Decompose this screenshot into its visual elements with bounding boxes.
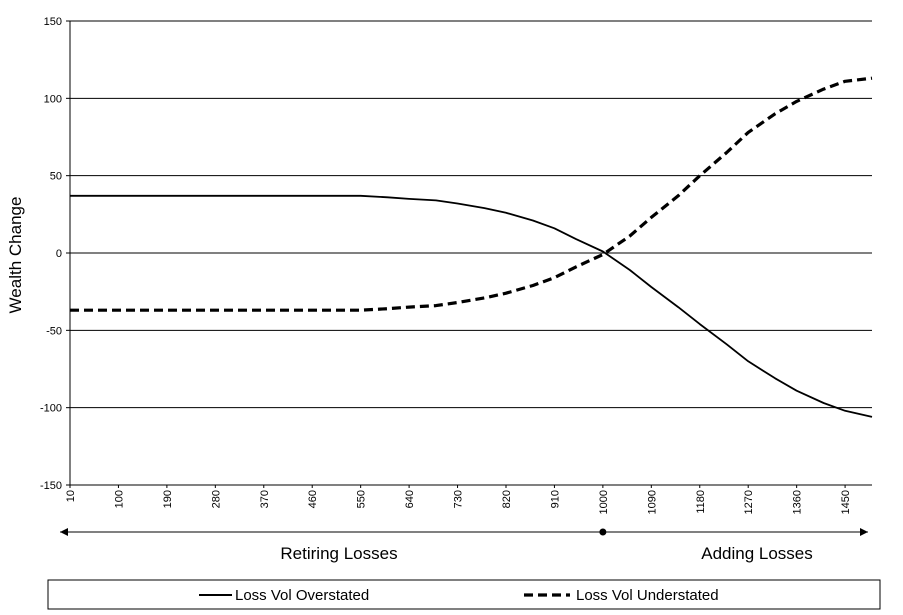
y-tick-labels: 150 100 50 0 -50 -100 -150 (40, 16, 62, 492)
x-tick-label: 100 (113, 490, 125, 508)
x-tick-label: 730 (453, 490, 465, 508)
legend-box (47, 579, 881, 610)
x-tick-label: 1000 (598, 490, 610, 514)
adding-losses-label: Adding Losses (701, 544, 813, 563)
y-tick-label: 150 (44, 16, 62, 28)
x-tick-label: 190 (162, 490, 174, 508)
x-tick-label: 550 (356, 490, 368, 508)
series-line-overstated (70, 194, 873, 418)
x-tick-label: 280 (210, 490, 222, 508)
retiring-losses-label: Retiring Losses (280, 544, 397, 563)
x-tick-label: 1360 (792, 490, 804, 514)
region-divider-dot (599, 528, 607, 536)
series-lines (70, 76, 873, 418)
x-tick-label: 370 (259, 490, 271, 508)
y-tick-label: 0 (56, 248, 62, 260)
right-arrowhead (860, 528, 868, 536)
axes (66, 20, 872, 488)
y-tick-label: -100 (40, 403, 62, 415)
x-tick-label: 1270 (743, 490, 755, 514)
x-tick-label: 10 (65, 490, 77, 502)
region-annotation: Retiring Losses Adding Losses (60, 528, 868, 563)
y-tick-label: 100 (44, 93, 62, 105)
x-tick-label: 820 (501, 490, 513, 508)
x-tick-label: 460 (307, 490, 319, 508)
left-arrowhead (60, 528, 68, 536)
legend-label-overstated: Loss Vol Overstated (235, 587, 369, 604)
y-axis-label: Wealth Change (6, 197, 25, 314)
gridlines (70, 20, 872, 409)
series-line-understated (70, 76, 873, 312)
x-tick-label: 640 (404, 490, 416, 508)
legend-label-understated: Loss Vol Understated (576, 587, 719, 604)
legend: Loss Vol Overstated Loss Vol Understated (47, 579, 881, 610)
x-tick-label: 1180 (695, 490, 707, 514)
x-tick-label: 910 (549, 490, 561, 508)
y-tick-label: -50 (46, 325, 62, 337)
x-tick-label: 1090 (646, 490, 658, 514)
y-tick-label: -150 (40, 480, 62, 492)
y-tick-label: 50 (50, 171, 62, 183)
x-tick-label: 1450 (840, 490, 852, 514)
x-tick-labels: 10 100 190 280 370 460 550 640 730 820 910 1000 1090… (65, 490, 852, 514)
